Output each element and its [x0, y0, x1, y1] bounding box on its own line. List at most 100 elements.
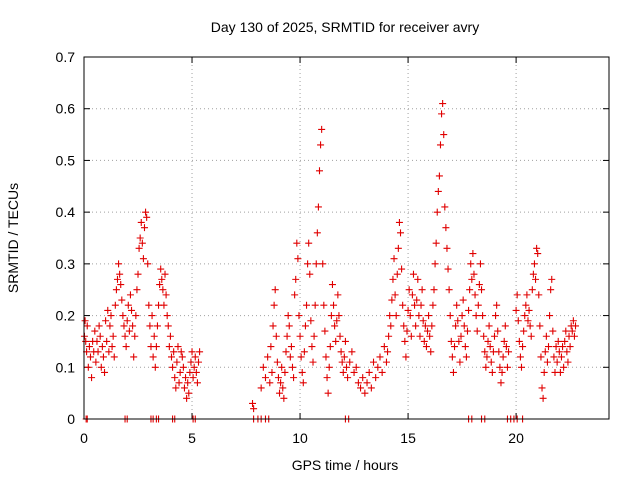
data-point [446, 312, 454, 320]
data-point [261, 374, 269, 382]
data-point [162, 291, 170, 299]
data-point [549, 327, 557, 335]
data-point [174, 343, 182, 351]
data-point [109, 332, 117, 340]
data-point [320, 301, 328, 309]
data-point [564, 358, 572, 366]
data-point [352, 363, 360, 371]
data-point [125, 327, 133, 335]
data-point [317, 141, 325, 149]
data-point [327, 312, 335, 320]
data-point [313, 229, 321, 237]
x-tick-label: 15 [400, 430, 416, 446]
data-point [172, 384, 180, 392]
axis-ticks: 0 0.1 0.2 0.3 0.4 0.5 0.6 0.7 0 5 10 15 20 [56, 49, 609, 446]
data-point [397, 229, 405, 237]
data-point [304, 260, 312, 268]
data-point [328, 281, 336, 289]
data-point [151, 363, 159, 371]
data-point [177, 348, 185, 356]
data-point [408, 291, 416, 299]
data-point [187, 358, 195, 366]
data-point [538, 384, 546, 392]
data-point [459, 296, 467, 304]
data-point [469, 250, 477, 258]
data-point [522, 301, 530, 309]
data-point [158, 275, 166, 283]
data-point [527, 332, 535, 340]
data-point [183, 394, 191, 402]
data-point [192, 368, 200, 376]
data-point [113, 275, 121, 283]
data-point [168, 353, 175, 361]
data-point [281, 368, 289, 376]
data-point [457, 332, 465, 340]
data-point [526, 322, 534, 330]
data-point [259, 363, 267, 371]
data-point [422, 343, 430, 351]
data-point [442, 224, 450, 232]
data-point [341, 337, 349, 345]
data-point [520, 327, 528, 335]
data-point [488, 368, 496, 376]
data-point [391, 291, 399, 299]
data-point [452, 322, 460, 330]
data-point [315, 167, 323, 175]
data-point [280, 394, 288, 402]
data-point [543, 358, 551, 366]
data-point [460, 322, 468, 330]
data-point [161, 270, 169, 278]
data-point [268, 368, 276, 376]
data-point [311, 301, 319, 309]
data-point [276, 389, 284, 397]
data-point [380, 343, 388, 351]
data-point [471, 291, 479, 299]
data-point [111, 301, 119, 309]
data-point [272, 332, 280, 340]
data-point [119, 312, 127, 320]
data-point [562, 327, 570, 335]
data-point [278, 363, 286, 371]
data-point [140, 224, 148, 232]
data-point [418, 286, 426, 294]
data-point [563, 348, 571, 356]
data-point [84, 363, 92, 371]
data-point [372, 374, 380, 382]
data-point [112, 286, 120, 294]
data-point [502, 343, 510, 351]
data-point [484, 337, 492, 345]
data-point [163, 312, 171, 320]
data-point [331, 322, 339, 330]
data-point [282, 348, 290, 356]
data-point [478, 286, 486, 294]
data-point [338, 358, 346, 366]
data-point [279, 384, 287, 392]
data-point [472, 312, 480, 320]
data-point [184, 379, 192, 387]
data-point [310, 332, 318, 340]
data-point [550, 353, 558, 361]
data-point [387, 322, 395, 330]
data-point [118, 296, 126, 304]
data-point [483, 353, 491, 361]
y-tick-label: 0.2 [56, 308, 76, 324]
data-point [171, 374, 179, 382]
data-point [388, 296, 396, 304]
data-point [344, 374, 352, 382]
data-point [561, 337, 569, 345]
data-point [166, 332, 174, 340]
data-point [468, 275, 476, 283]
data-point [499, 353, 507, 361]
data-point [451, 343, 459, 351]
data-point [159, 286, 167, 294]
data-point [448, 353, 456, 361]
data-point [153, 322, 161, 330]
data-point [139, 255, 147, 263]
data-point [134, 270, 142, 278]
data-point [407, 332, 415, 340]
data-point [257, 384, 265, 392]
data-point [374, 363, 382, 371]
data-point [545, 343, 553, 351]
data-point [101, 368, 109, 376]
plot-frame [83, 56, 610, 420]
